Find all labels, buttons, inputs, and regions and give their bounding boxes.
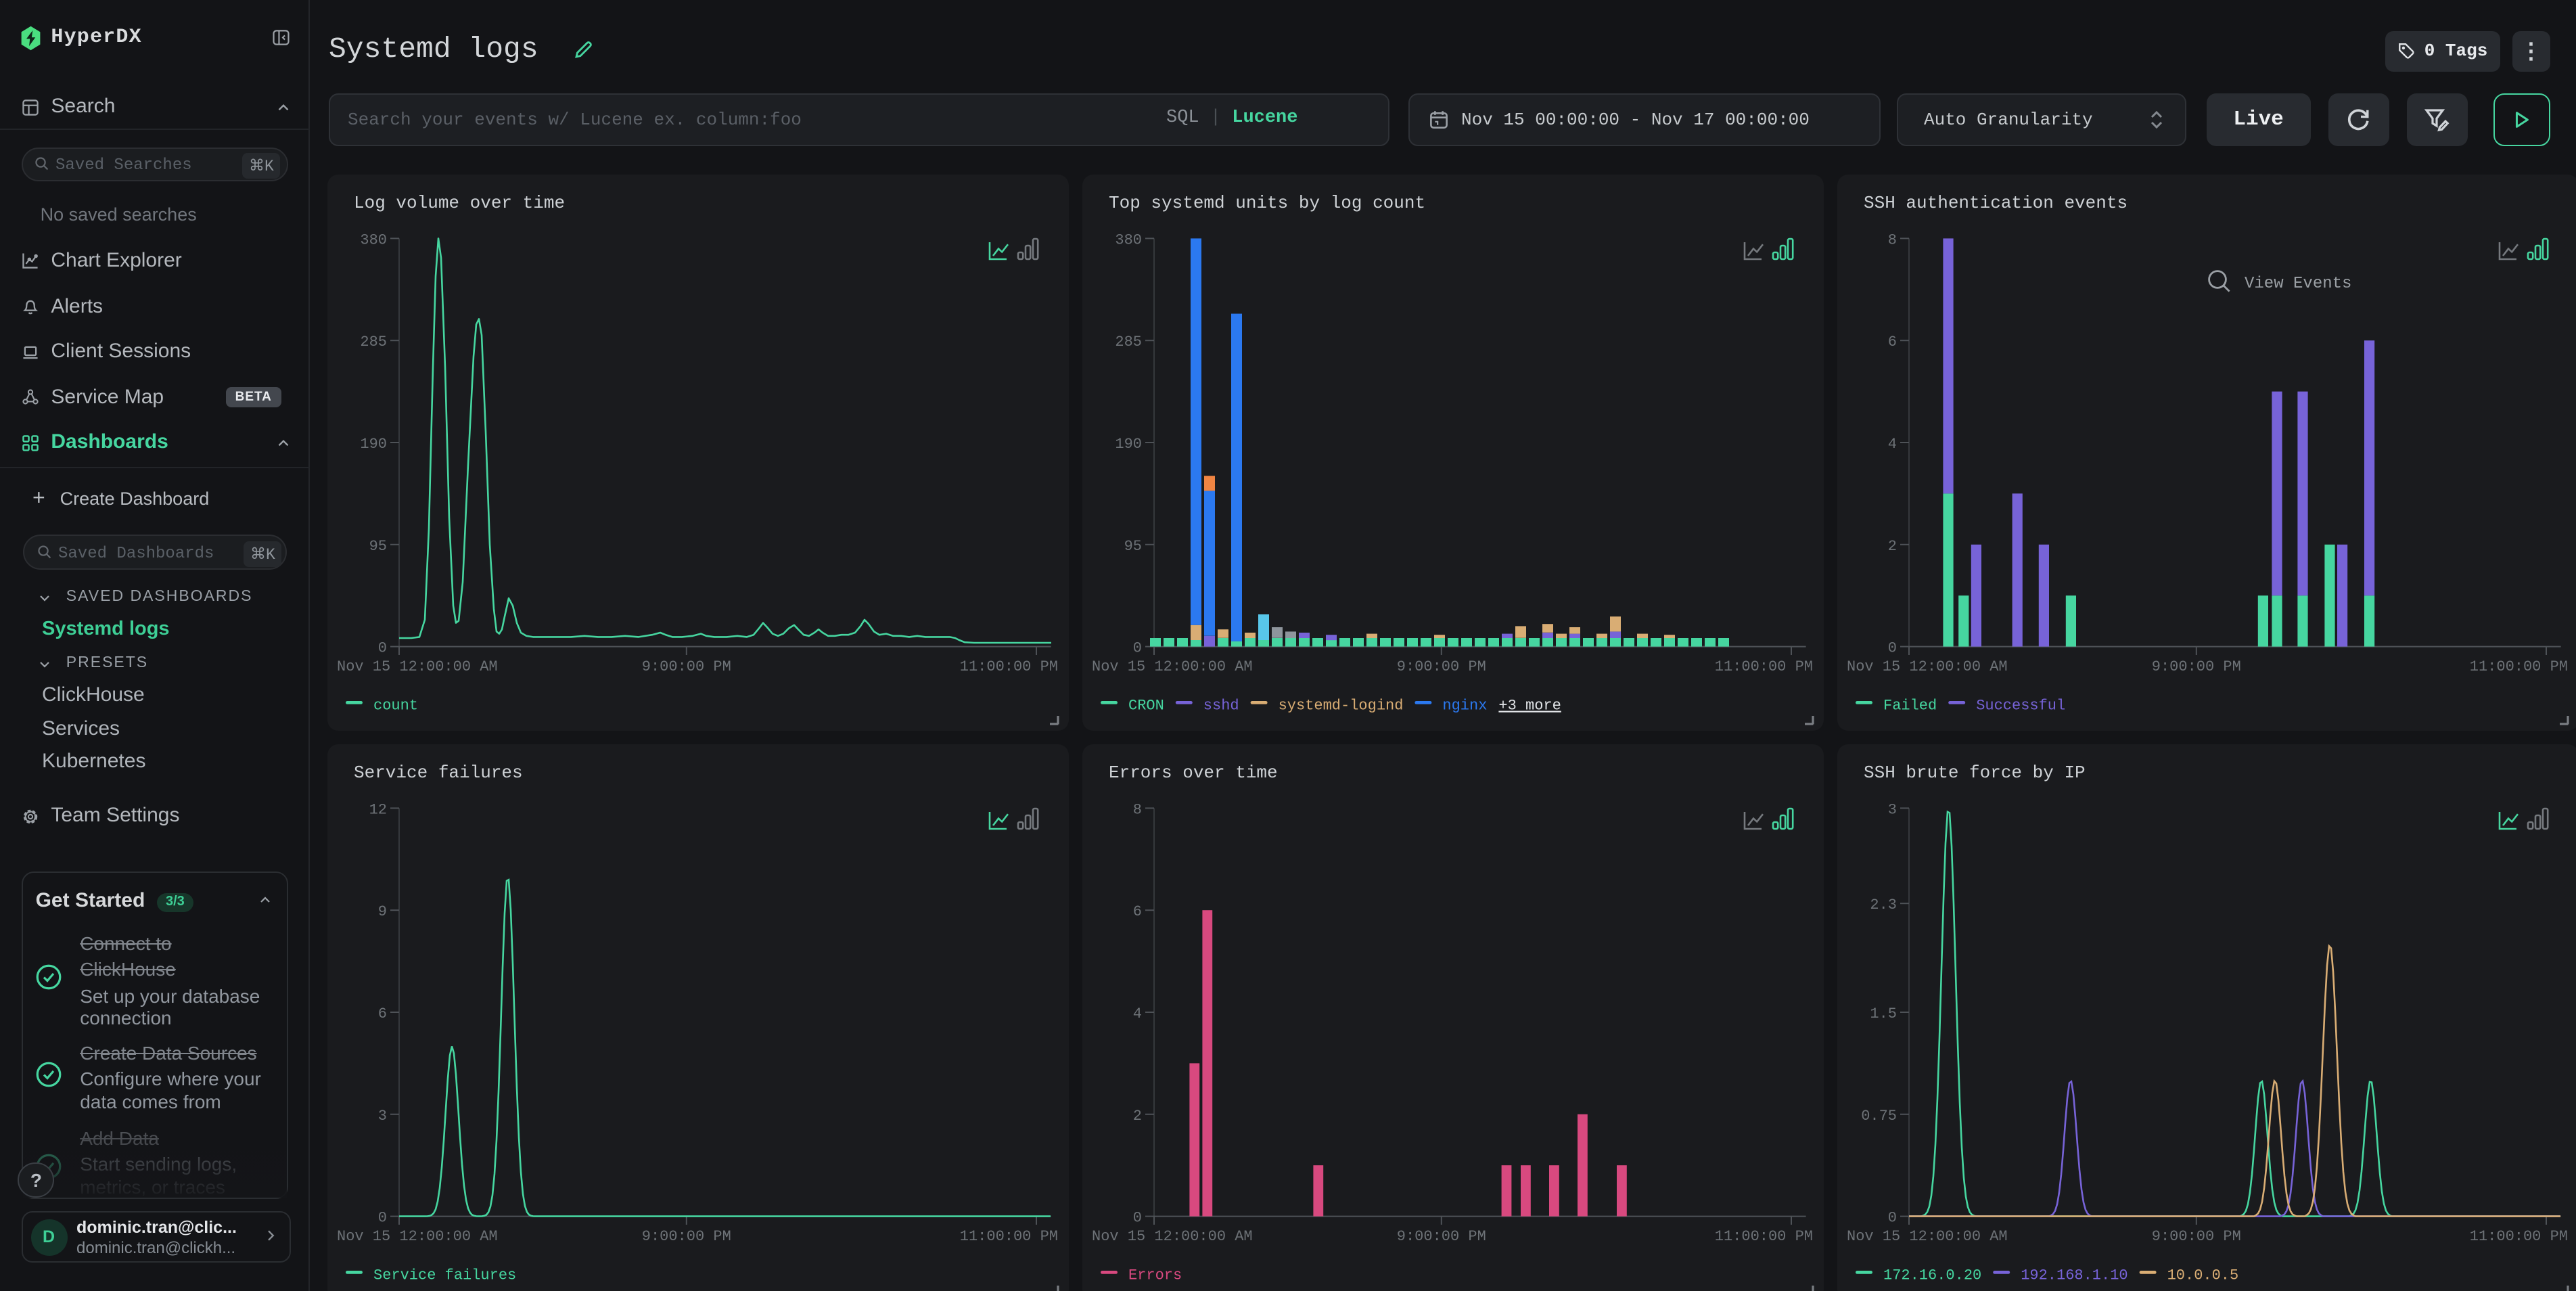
svg-text:8: 8 — [1134, 801, 1143, 818]
svg-text:0: 0 — [1134, 1209, 1143, 1226]
svg-text:0: 0 — [1889, 639, 1898, 656]
svg-text:11:00:00 PM: 11:00:00 PM — [2470, 658, 2569, 675]
svg-text:11:00:00 PM: 11:00:00 PM — [2470, 1228, 2569, 1245]
svg-text:172.16.0.20: 172.16.0.20 — [1884, 1267, 1982, 1284]
svg-text:sshd: sshd — [1204, 697, 1240, 714]
svg-text:Failed: Failed — [1884, 697, 1937, 714]
svg-text:Service failures: Service failures — [354, 763, 524, 783]
svg-text:Top systemd units by log count: Top systemd units by log count — [1109, 192, 1426, 212]
svg-text:nginx: nginx — [1443, 697, 1488, 714]
svg-text:Errors: Errors — [1129, 1267, 1182, 1284]
svg-text:Log volume over time: Log volume over time — [354, 192, 566, 212]
svg-text:285: 285 — [361, 333, 388, 350]
svg-text:95: 95 — [369, 537, 387, 554]
svg-text:9:00:00 PM: 9:00:00 PM — [2153, 658, 2242, 675]
svg-text:8: 8 — [1889, 231, 1898, 248]
svg-text:2: 2 — [1889, 537, 1898, 554]
svg-text:285: 285 — [1116, 333, 1143, 350]
svg-text:10.0.0.5: 10.0.0.5 — [2167, 1267, 2239, 1284]
svg-text:9:00:00 PM: 9:00:00 PM — [643, 1228, 732, 1245]
svg-text:12: 12 — [369, 801, 387, 818]
svg-text:1.5: 1.5 — [1870, 1005, 1898, 1022]
svg-text:Nov 15 12:00:00 AM: Nov 15 12:00:00 AM — [1847, 1228, 2008, 1245]
svg-text:Nov 15 12:00:00 AM: Nov 15 12:00:00 AM — [338, 658, 499, 675]
svg-text:0: 0 — [1134, 639, 1143, 656]
svg-text:11:00:00 PM: 11:00:00 PM — [1716, 658, 1814, 675]
svg-text:Service failures: Service failures — [374, 1267, 517, 1284]
svg-text:0: 0 — [379, 1209, 388, 1226]
svg-text:0: 0 — [1889, 1209, 1898, 1226]
svg-text:Nov 15 12:00:00 AM: Nov 15 12:00:00 AM — [338, 1228, 499, 1245]
svg-text:9:00:00 PM: 9:00:00 PM — [2153, 1228, 2242, 1245]
svg-text:Nov 15 12:00:00 AM: Nov 15 12:00:00 AM — [1092, 658, 1254, 675]
svg-text:380: 380 — [361, 231, 388, 248]
svg-text:0.75: 0.75 — [1862, 1107, 1898, 1124]
svg-text:+3 more: +3 more — [1499, 697, 1561, 714]
svg-text:Successful: Successful — [1977, 697, 2066, 714]
svg-text:Errors over time: Errors over time — [1109, 763, 1279, 783]
svg-text:3: 3 — [379, 1107, 388, 1124]
svg-text:4: 4 — [1134, 1005, 1143, 1022]
svg-text:SSH brute force by IP: SSH brute force by IP — [1864, 763, 2086, 783]
svg-text:190: 190 — [1116, 435, 1143, 452]
svg-text:2.3: 2.3 — [1870, 897, 1898, 913]
svg-text:View Events: View Events — [2245, 274, 2352, 292]
svg-text:9: 9 — [379, 903, 388, 920]
svg-text:SSH authentication events: SSH authentication events — [1864, 192, 2128, 212]
svg-text:11:00:00 PM: 11:00:00 PM — [961, 658, 1059, 675]
svg-text:3: 3 — [1889, 801, 1898, 818]
svg-text:Nov 15 12:00:00 AM: Nov 15 12:00:00 AM — [1092, 1228, 1254, 1245]
svg-text:192.168.1.10: 192.168.1.10 — [2021, 1267, 2128, 1284]
svg-text:11:00:00 PM: 11:00:00 PM — [961, 1228, 1059, 1245]
svg-text:count: count — [374, 697, 419, 714]
svg-text:9:00:00 PM: 9:00:00 PM — [1398, 1228, 1487, 1245]
svg-text:4: 4 — [1889, 435, 1898, 452]
svg-text:Nov 15 12:00:00 AM: Nov 15 12:00:00 AM — [1847, 658, 2008, 675]
svg-text:380: 380 — [1116, 231, 1143, 248]
svg-text:9:00:00 PM: 9:00:00 PM — [1398, 658, 1487, 675]
svg-text:9:00:00 PM: 9:00:00 PM — [643, 658, 732, 675]
svg-text:95: 95 — [1124, 537, 1142, 554]
svg-text:0: 0 — [379, 639, 388, 656]
svg-text:6: 6 — [379, 1005, 388, 1022]
svg-text:systemd-logind: systemd-logind — [1279, 697, 1404, 714]
svg-text:6: 6 — [1134, 903, 1143, 920]
svg-text:11:00:00 PM: 11:00:00 PM — [1716, 1228, 1814, 1245]
svg-text:6: 6 — [1889, 333, 1898, 350]
svg-text:190: 190 — [361, 435, 388, 452]
svg-text:CRON: CRON — [1129, 697, 1165, 714]
svg-text:2: 2 — [1134, 1107, 1143, 1124]
